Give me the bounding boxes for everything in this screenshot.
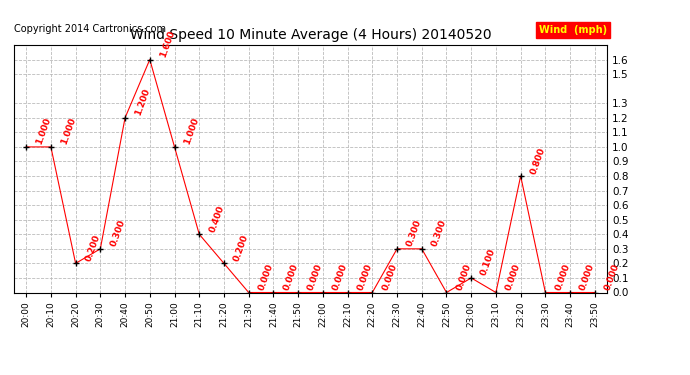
Title: Wind Speed 10 Minute Average (4 Hours) 20140520: Wind Speed 10 Minute Average (4 Hours) 2… xyxy=(130,28,491,42)
Text: 0.100: 0.100 xyxy=(480,248,497,277)
Text: 0.300: 0.300 xyxy=(430,219,448,248)
Text: 1.000: 1.000 xyxy=(183,117,201,146)
Text: 0.400: 0.400 xyxy=(208,204,226,234)
Text: 0.000: 0.000 xyxy=(504,262,522,292)
Text: 0.800: 0.800 xyxy=(529,146,547,175)
Text: 0.000: 0.000 xyxy=(603,262,621,292)
Text: Wind  (mph): Wind (mph) xyxy=(539,25,607,35)
Text: 0.000: 0.000 xyxy=(331,262,349,292)
Text: 0.000: 0.000 xyxy=(381,262,399,292)
Text: 0.300: 0.300 xyxy=(405,219,424,248)
Text: 1.600: 1.600 xyxy=(158,29,176,59)
Text: 0.000: 0.000 xyxy=(306,262,324,292)
Text: 0.300: 0.300 xyxy=(108,219,127,248)
Text: 0.000: 0.000 xyxy=(282,262,299,292)
Text: 0.000: 0.000 xyxy=(553,262,572,292)
Text: 0.000: 0.000 xyxy=(455,262,473,292)
Text: 1.200: 1.200 xyxy=(133,87,152,117)
Text: 0.200: 0.200 xyxy=(84,233,102,262)
Text: 1.000: 1.000 xyxy=(59,117,77,146)
Text: Copyright 2014 Cartronics.com: Copyright 2014 Cartronics.com xyxy=(14,24,166,34)
Text: 0.000: 0.000 xyxy=(578,262,596,292)
Text: 0.000: 0.000 xyxy=(257,262,275,292)
Text: 0.200: 0.200 xyxy=(233,233,250,262)
Text: 0.000: 0.000 xyxy=(356,262,374,292)
Text: 1.000: 1.000 xyxy=(34,117,52,146)
